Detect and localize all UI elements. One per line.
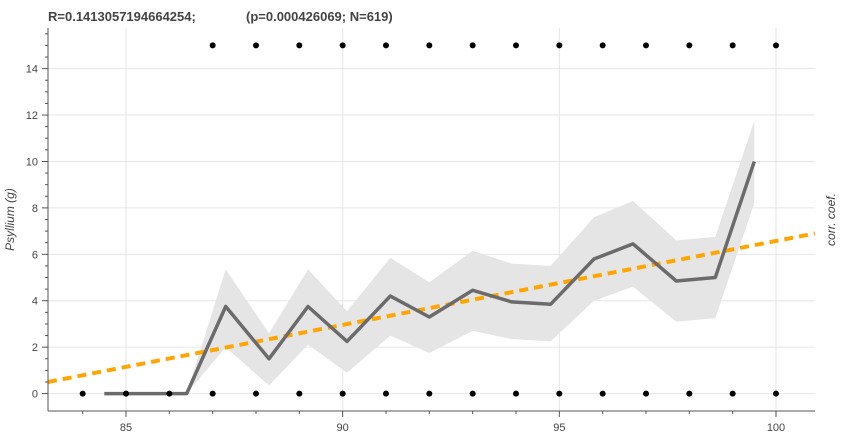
- y-tick-label: 10: [26, 156, 38, 168]
- data-point: [773, 42, 779, 49]
- data-point: [686, 390, 693, 397]
- data-point: [79, 390, 86, 397]
- data-point: [426, 42, 433, 49]
- chart-title-stats: (p=0.000426069; N=619): [246, 9, 393, 24]
- data-point: [383, 390, 389, 397]
- trend-line: [47, 231, 816, 384]
- mean-line: [104, 160, 756, 396]
- data-point: [426, 390, 433, 397]
- y-tick-label: 12: [26, 110, 38, 122]
- data-point: [556, 390, 563, 397]
- data-point: [383, 42, 389, 49]
- data-point: [556, 42, 563, 49]
- data-point: [209, 42, 216, 49]
- y-tick-label: 14: [26, 64, 38, 76]
- data-point: [253, 390, 259, 397]
- x-tick-label: 95: [553, 422, 565, 434]
- data-point: [339, 390, 346, 397]
- data-point: [643, 390, 649, 397]
- right-axis-label: corr. coef.: [824, 193, 838, 246]
- y-tick-label: 4: [32, 296, 38, 308]
- data-point: [599, 42, 606, 49]
- confidence-band: [104, 120, 755, 394]
- data-point: [296, 42, 303, 49]
- y-tick-label: 6: [32, 249, 38, 261]
- x-tick-label: 85: [120, 422, 132, 434]
- data-point: [686, 42, 693, 49]
- y-tick-label: 0: [32, 389, 38, 401]
- data-point: [513, 42, 519, 49]
- data-point: [469, 42, 476, 49]
- chart-title-r: R=0.1413057194664254;: [48, 9, 196, 24]
- y-tick-label: 8: [32, 203, 38, 215]
- data-point: [729, 390, 736, 397]
- data-point: [599, 390, 606, 397]
- data-point: [166, 390, 173, 397]
- data-point: [253, 42, 259, 49]
- data-point: [209, 390, 216, 397]
- data-point: [513, 390, 519, 397]
- y-axis-label: Psyllium (g): [3, 188, 17, 251]
- data-point: [123, 390, 129, 397]
- x-tick-label: 100: [767, 422, 785, 434]
- data-point: [296, 390, 303, 397]
- x-tick-label: 90: [337, 422, 349, 434]
- data-point: [729, 42, 736, 49]
- data-point: [773, 390, 779, 397]
- data-point: [643, 42, 649, 49]
- y-tick-label: 2: [32, 342, 38, 354]
- data-point: [339, 42, 346, 49]
- data-point: [469, 390, 476, 397]
